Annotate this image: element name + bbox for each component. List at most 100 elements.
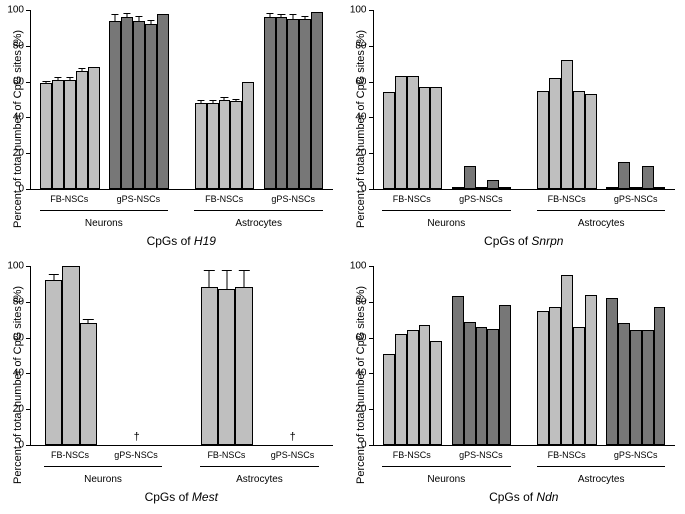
panel-ndn: Percent of total number of CpG sites (%)… — [353, 266, 676, 504]
bar — [499, 187, 511, 189]
bar — [287, 19, 299, 189]
set-label: FB-NSCs — [207, 450, 245, 460]
bar — [430, 341, 442, 445]
set-label: FB-NSCs — [205, 194, 243, 204]
group-label: Neurons — [84, 474, 122, 485]
ytick-label: 80 — [13, 40, 24, 51]
x-axis-label: CpGs of H19 — [30, 234, 333, 248]
set-label: FB-NSCs — [548, 450, 586, 460]
bar — [311, 12, 323, 189]
ytick-label: 0 — [18, 440, 24, 451]
bar — [642, 330, 654, 445]
bar — [419, 87, 431, 189]
set-label: FB-NSCs — [548, 194, 586, 204]
bar — [145, 24, 157, 189]
bar — [109, 21, 121, 189]
bar — [264, 17, 276, 189]
bar — [157, 14, 169, 189]
bar — [395, 334, 407, 445]
bar — [419, 325, 431, 445]
bar — [573, 327, 585, 445]
bar — [476, 187, 488, 189]
group-label: Neurons — [427, 474, 465, 485]
bar — [383, 354, 395, 445]
set-label: gPS-NSCs — [614, 194, 658, 204]
ytick-label: 60 — [13, 332, 24, 343]
bar — [464, 166, 476, 189]
ytick-label: 40 — [13, 368, 24, 379]
bar — [195, 103, 207, 189]
ytick-label: 0 — [18, 184, 24, 195]
set-label: FB-NSCs — [50, 194, 88, 204]
set-label: gPS-NSCs — [459, 194, 503, 204]
bar — [121, 17, 133, 189]
bar — [606, 187, 618, 189]
bar — [537, 311, 549, 445]
ytick-label: 20 — [13, 404, 24, 415]
x-axis-label: CpGs of Snrpn — [373, 234, 676, 248]
group-label: Astrocytes — [235, 218, 282, 229]
bar — [585, 94, 597, 189]
ytick-label: 60 — [355, 332, 366, 343]
set-label: gPS-NSCs — [271, 450, 315, 460]
ytick-label: 100 — [350, 261, 367, 272]
bar — [218, 289, 235, 445]
bar — [207, 103, 219, 189]
bar — [630, 187, 642, 189]
x-axis-label: CpGs of Mest — [30, 490, 333, 504]
bar — [618, 323, 630, 445]
ytick-label: 20 — [355, 148, 366, 159]
bar — [430, 87, 442, 189]
bar — [45, 280, 62, 445]
ytick-label: 20 — [13, 148, 24, 159]
ytick-label: 80 — [355, 40, 366, 51]
bar — [383, 92, 395, 189]
ytick-label: 80 — [355, 296, 366, 307]
x-axis-label: CpGs of Ndn — [373, 490, 676, 504]
ytick-label: 20 — [355, 404, 366, 415]
bar — [487, 329, 499, 445]
ytick-label: 40 — [13, 112, 24, 123]
set-label: gPS-NSCs — [271, 194, 315, 204]
bar — [276, 17, 288, 189]
group-label: Neurons — [85, 218, 123, 229]
chart-area: 020406080100†† — [30, 266, 333, 446]
group-label: Astrocytes — [236, 474, 283, 485]
set-label: FB-NSCs — [393, 450, 431, 460]
bar — [549, 78, 561, 189]
ytick-label: 40 — [355, 112, 366, 123]
bar — [407, 76, 419, 189]
bar — [80, 323, 97, 445]
bar — [487, 180, 499, 189]
bar — [499, 305, 511, 445]
set-label: gPS-NSCs — [114, 450, 158, 460]
bar — [630, 330, 642, 445]
bar — [235, 287, 252, 445]
panel-h19: Percent of total number of CpG sites (%)… — [10, 10, 333, 248]
ytick-label: 60 — [13, 76, 24, 87]
bar — [133, 21, 145, 189]
bar — [395, 76, 407, 189]
set-label: gPS-NSCs — [117, 194, 161, 204]
bar — [561, 275, 573, 445]
dagger-marker: † — [290, 431, 296, 443]
bar — [573, 91, 585, 189]
set-label: gPS-NSCs — [614, 450, 658, 460]
group-label: Astrocytes — [578, 218, 625, 229]
bar — [464, 322, 476, 446]
bar — [452, 296, 464, 445]
bar — [654, 307, 666, 445]
dagger-marker: † — [134, 431, 140, 443]
bar — [549, 307, 561, 445]
ytick-label: 80 — [13, 296, 24, 307]
bar — [76, 71, 88, 189]
chart-area: 020406080100 — [30, 10, 333, 190]
panel-mest: Percent of total number of CpG sites (%)… — [10, 266, 333, 504]
bar — [219, 100, 231, 190]
bar — [52, 80, 64, 189]
bar — [242, 82, 254, 189]
ytick-label: 0 — [361, 184, 367, 195]
bar — [299, 19, 311, 189]
ytick-label: 40 — [355, 368, 366, 379]
group-label: Astrocytes — [578, 474, 625, 485]
